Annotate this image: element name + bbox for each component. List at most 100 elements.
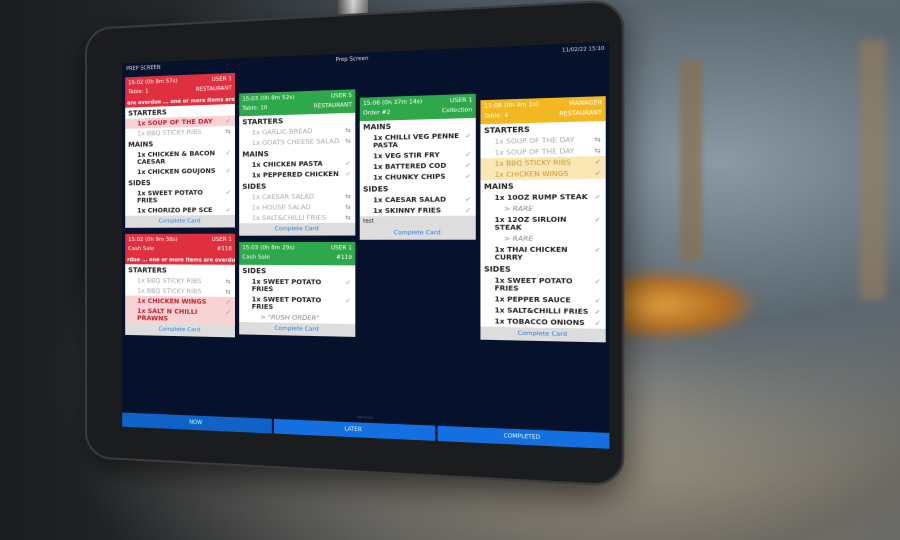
pending-icon[interactable]: ⇆ [345,126,351,134]
card-order-type: RESTAURANT [313,102,353,110]
check-icon[interactable]: ✓ [594,277,601,286]
item-text: 1x SWEET POTATO FRIES [494,276,573,293]
card-header-row: Cash Sale #118 [128,245,232,254]
item-text: 1x TOBACCO ONIONS [494,317,585,327]
order-item[interactable]: > RARE [480,233,605,244]
check-icon[interactable]: ✓ [345,159,351,167]
order-item[interactable]: 1x SWEET POTATO FRIES ✓ [239,276,355,295]
order-item[interactable]: 1x SWEET POTATO FRIES ✓ [480,275,605,295]
order-card[interactable]: 15:06 (0h 37m 14s) USER 1 Order #2 Collecti… [359,93,476,240]
check-icon[interactable]: ✓ [465,206,472,214]
complete-card-button[interactable]: Complete Card [125,214,235,228]
check-icon[interactable]: ✓ [465,172,472,181]
pending-icon[interactable]: ⇆ [345,192,351,200]
card-time: 15:08 (0h 4m 1s) [483,101,539,110]
order-item[interactable]: 1x SKINNY FRIES ✓ [360,205,476,217]
card-order-type: RESTAURANT [195,85,232,93]
check-icon[interactable]: ✓ [345,169,351,178]
order-item[interactable]: 1x THAI CHICKEN CURRY ✓ [480,244,605,263]
check-icon[interactable]: ✓ [465,161,472,170]
card-table: Cash Sale [242,254,270,261]
item-text: 1x BBQ STICKY RIBS [137,287,202,295]
tab-completed[interactable]: COMPLETED [437,425,610,449]
prep-screen: PREP SCREEN Prep Screen 11/02/22 15:10 1… [122,41,610,449]
card-table: Table: 10 [242,104,268,113]
pending-icon[interactable]: ⇆ [345,203,351,211]
complete-card-button[interactable]: Complete Card [125,322,235,338]
tab-later[interactable]: LATER [273,418,436,441]
pending-icon[interactable]: ⇆ [225,288,231,296]
pending-icon[interactable]: ⇆ [345,136,351,145]
card-time: 15:03 (0h 8m 52s) [242,94,295,103]
order-item[interactable]: > RARE [480,202,605,214]
order-item[interactable]: 1x SWEET POTATO FRIES ✓ [125,187,235,206]
check-icon[interactable]: ✓ [345,296,351,305]
complete-card-button[interactable]: Complete Card [480,326,606,343]
card-header: 15:06 (0h 37m 14s) USER 1 Order #2 Collecti… [359,93,476,122]
item-text: 1x SOUP OF THE DAY [137,117,213,128]
item-text: 1x CHICKEN WINGS [494,169,569,179]
card-order-type: RESTAURANT [559,109,603,118]
tablet-device: PREP SCREEN Prep Screen 11/02/22 15:10 1… [85,0,625,487]
item-text: 1x BBQ STICKY RIBS [137,276,202,285]
item-text: 1x SALT&CHILLI FRIES [494,306,589,316]
order-item[interactable]: 1x 12OZ SIRLOIN STEAK ✓ [480,214,605,233]
check-icon[interactable]: ✓ [594,169,601,178]
item-text: 1x BBQ STICKY RIBS [494,158,571,168]
check-icon[interactable]: ✓ [225,117,231,125]
check-icon[interactable]: ✓ [594,319,601,328]
order-item[interactable]: 1x SALT&CHILLI FRIES ⇆ [239,212,355,223]
item-text: > "RUSH ORDER" [260,313,320,322]
check-icon[interactable]: ✓ [594,192,601,201]
section-heading: STARTERS [128,266,167,275]
tab-now[interactable]: NOW [122,412,272,434]
card-header: 15:08 (0h 4m 1s) MANAGER Table: 4 RESTAURAN… [480,96,606,125]
check-icon[interactable]: ✓ [225,166,231,175]
check-icon[interactable]: ✓ [594,157,601,166]
card-user: USER 1 [330,245,353,252]
order-card[interactable]: 15:03 (0h 8m 29s) USER 1 Cash Sale #119 SIDE… [239,241,356,337]
check-icon[interactable]: ✓ [225,206,231,214]
item-text: 1x CHICKEN GOUJONS [137,167,216,176]
item-text: 1x SOUP OF THE DAY [494,135,575,146]
complete-card-button[interactable]: Complete Card [359,226,476,240]
check-icon[interactable]: ✓ [594,215,601,224]
order-card[interactable]: 15:03 (0h 8m 52s) USER 5 Table: 10 RESTAURA… [239,89,356,236]
pending-icon[interactable]: ⇆ [594,146,601,155]
pending-icon[interactable]: ⇆ [594,135,601,144]
item-text: > RARE [504,234,534,243]
order-card[interactable]: 15:02 (0h 9m 57s) USER 1 Table: 1 RESTAURAN… [125,72,235,228]
check-icon[interactable]: ✓ [225,188,231,196]
order-item[interactable]: 1x HOUSE SALAD ⇆ [239,201,355,213]
order-item[interactable]: 1x CHICKEN & BACON CAESAR ✓ [125,148,235,168]
complete-card-button[interactable]: Complete Card [239,321,356,337]
check-icon[interactable]: ✓ [594,296,601,305]
order-item[interactable]: 1x CHILLI VEG PENNE PASTA ✓ [360,130,476,151]
item-text: 1x PEPPERED CHICKEN [251,170,339,179]
check-icon[interactable]: ✓ [225,298,231,306]
card-header: 15:02 (0h 9m 38s) USER 1 Cash Sale #118 [125,233,235,257]
complete-card-button[interactable]: Complete Card [239,222,356,236]
check-icon[interactable]: ✓ [225,308,231,317]
check-icon[interactable]: ✓ [465,150,472,159]
order-item[interactable]: 1x SWEET POTATO FRIES ✓ [239,294,355,314]
order-card[interactable]: 15:02 (0h 9m 38s) USER 1 Cash Sale #118 rdue… [125,233,235,338]
card-header-row: Order #2 Collection [363,106,472,119]
check-icon[interactable]: ✓ [225,149,231,157]
card-time: 15:02 (0h 9m 57s) [128,78,178,87]
order-item[interactable]: 1x SALT N CHILLI PRAWNS ✓ [125,305,235,325]
item-text: 1x 10OZ RUMP STEAK [494,192,588,202]
order-card[interactable]: 15:08 (0h 4m 1s) MANAGER Table: 4 RESTAURAN… [480,96,606,343]
order-column: 15:06 (0h 37m 14s) USER 1 Order #2 Collecti… [359,93,476,247]
check-icon[interactable]: ✓ [345,278,351,287]
pending-icon[interactable]: ⇆ [225,277,231,285]
check-icon[interactable]: ✓ [594,307,601,316]
order-item[interactable]: 1x CHORIZO PEP SCE ✓ [125,205,235,216]
pending-icon[interactable]: ⇆ [345,213,351,222]
check-icon[interactable]: ✓ [465,195,472,204]
check-icon[interactable]: ✓ [594,245,601,254]
check-icon[interactable]: ✓ [465,131,472,140]
item-text: 1x CAESAR SALAD [251,192,315,201]
pending-icon[interactable]: ⇆ [225,127,231,135]
item-text: 1x CHILLI VEG PENNE PASTA [373,132,460,150]
